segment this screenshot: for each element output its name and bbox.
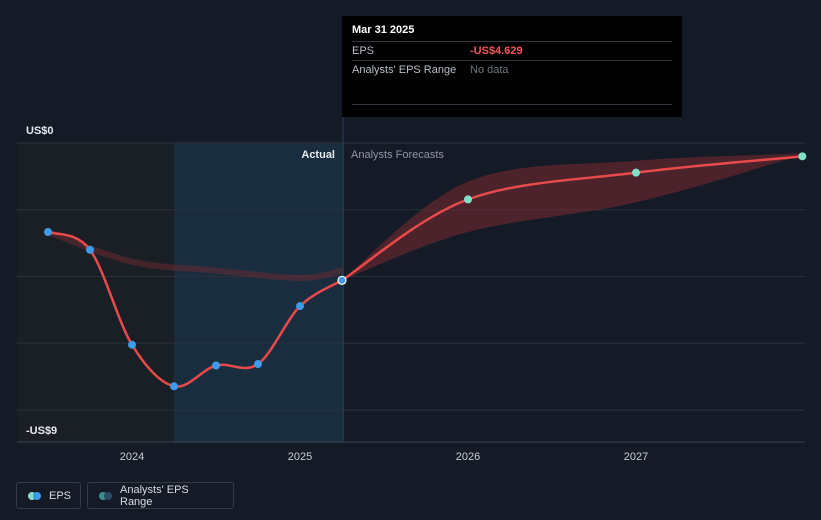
legend-eps-label: EPS bbox=[49, 489, 72, 502]
x-tick-label: 2024 bbox=[120, 451, 144, 463]
tooltip-eps-value: -US$4.629 bbox=[470, 45, 523, 57]
eps-actual-line bbox=[47, 230, 343, 388]
x-tick-label: 2026 bbox=[456, 451, 480, 463]
past-range-band bbox=[46, 229, 343, 281]
tooltip-range-value: No data bbox=[470, 64, 509, 76]
eps-actual-point[interactable] bbox=[86, 245, 94, 254]
tooltip-eps-row: EPS -US$4.629 bbox=[352, 41, 672, 60]
legend-range-button[interactable]: Analysts' EPS Range bbox=[87, 482, 234, 509]
range-legend-icon bbox=[99, 491, 112, 500]
tooltip: Mar 31 2025 EPS -US$4.629 Analysts' EPS … bbox=[342, 16, 682, 117]
tooltip-range-row: Analysts' EPS Range No data bbox=[352, 60, 672, 105]
actual-label: Actual bbox=[301, 149, 335, 161]
legend-eps-button[interactable]: EPS bbox=[16, 482, 81, 509]
eps-forecast-point[interactable] bbox=[464, 195, 472, 204]
tooltip-date: Mar 31 2025 bbox=[352, 24, 415, 36]
tooltip-range-label: Analysts' EPS Range bbox=[352, 64, 457, 76]
eps-actual-point[interactable] bbox=[128, 340, 136, 349]
eps-actual-point[interactable] bbox=[254, 360, 262, 369]
x-tick-label: 2025 bbox=[288, 451, 312, 463]
legend-range-label: Analysts' EPS Range bbox=[120, 483, 189, 508]
forecast-label: Analysts Forecasts bbox=[351, 149, 444, 161]
past-shade bbox=[17, 143, 174, 443]
eps-actual-point[interactable] bbox=[296, 302, 304, 311]
y-label-top: US$0 bbox=[26, 125, 54, 137]
forecast-range-band bbox=[342, 153, 803, 281]
eps-actual-point[interactable] bbox=[337, 275, 347, 285]
x-tick-label: 2027 bbox=[624, 451, 648, 463]
eps-actual-point[interactable] bbox=[170, 382, 178, 391]
y-label-bottom: -US$9 bbox=[26, 425, 57, 437]
eps-forecast-point[interactable] bbox=[632, 168, 640, 177]
eps-legend-icon bbox=[28, 491, 41, 500]
eps-actual-point[interactable] bbox=[44, 228, 52, 236]
eps-forecast-point[interactable] bbox=[798, 152, 807, 161]
eps-forecast-line bbox=[341, 155, 803, 282]
tooltip-eps-label: EPS bbox=[352, 45, 375, 57]
eps-actual-point[interactable] bbox=[212, 361, 220, 370]
